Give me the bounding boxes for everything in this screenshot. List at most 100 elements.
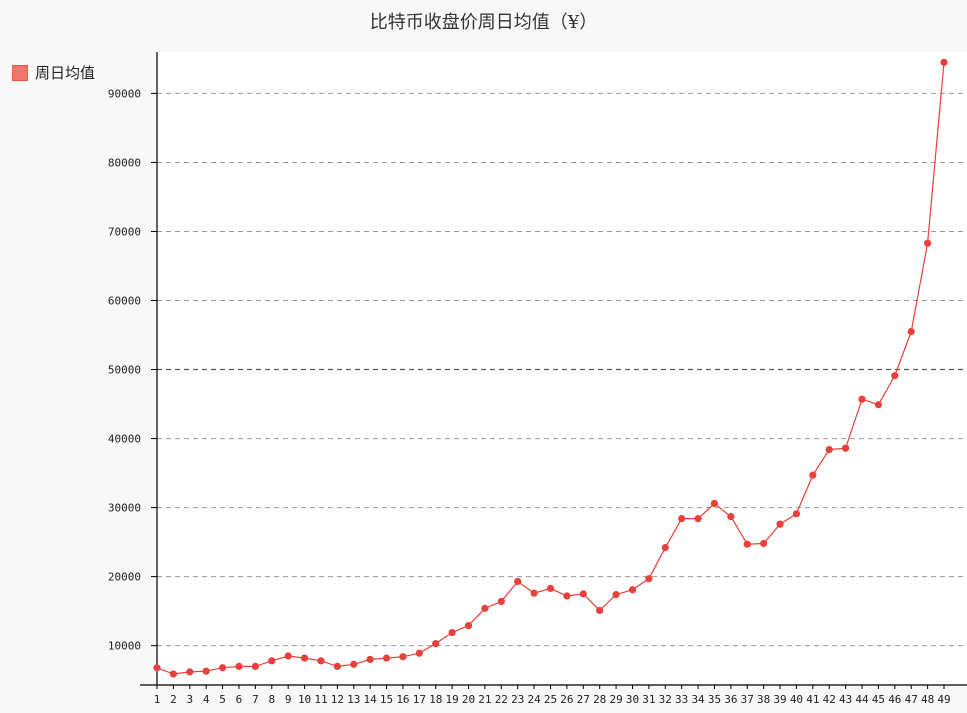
data-point[interactable] xyxy=(776,520,784,528)
data-point[interactable] xyxy=(350,660,358,668)
x-tick-label: 49 xyxy=(937,693,950,706)
data-point[interactable] xyxy=(382,654,391,662)
x-tick-label: 19 xyxy=(446,693,459,706)
data-point[interactable] xyxy=(448,628,456,637)
x-tick-label: 10 xyxy=(298,693,311,706)
data-point[interactable] xyxy=(268,657,276,665)
y-tick-label: 60000 xyxy=(108,295,141,308)
legend-label: 周日均值 xyxy=(35,64,96,82)
data-point[interactable] xyxy=(645,575,653,583)
x-tick-label: 28 xyxy=(593,693,606,706)
x-tick-label: 24 xyxy=(527,693,541,706)
x-tick-label: 17 xyxy=(413,693,426,706)
data-point[interactable] xyxy=(366,655,374,664)
data-point[interactable] xyxy=(169,670,177,678)
data-point[interactable] xyxy=(825,446,833,454)
data-point[interactable] xyxy=(661,544,669,552)
data-point[interactable] xyxy=(792,510,801,518)
x-tick-label: 40 xyxy=(790,693,803,706)
data-point[interactable] xyxy=(842,444,850,452)
x-tick-label: 15 xyxy=(380,693,393,706)
data-point[interactable] xyxy=(530,589,538,597)
data-point[interactable] xyxy=(546,584,555,592)
legend[interactable]: 周日均值 xyxy=(12,62,95,83)
x-tick-label: 34 xyxy=(691,693,705,706)
x-tick-label: 38 xyxy=(757,693,770,706)
x-tick-label: 30 xyxy=(626,693,639,706)
x-tick-label: 6 xyxy=(236,693,243,706)
x-tick-label: 4 xyxy=(203,693,210,706)
data-point[interactable] xyxy=(300,654,309,662)
y-tick-label: 80000 xyxy=(108,156,141,169)
data-point[interactable] xyxy=(858,395,866,403)
x-tick-label: 35 xyxy=(708,693,721,706)
data-point[interactable] xyxy=(678,515,686,523)
x-tick-label: 11 xyxy=(314,693,327,706)
data-point[interactable] xyxy=(235,662,243,670)
x-tick-label: 47 xyxy=(905,693,918,706)
x-tick-label: 36 xyxy=(724,693,737,706)
series-layer xyxy=(153,58,948,678)
data-point[interactable] xyxy=(432,639,440,648)
y-tick-label: 40000 xyxy=(108,433,141,446)
x-tick-label: 43 xyxy=(839,693,852,706)
x-tick-label: 12 xyxy=(331,693,344,706)
data-point[interactable] xyxy=(743,540,751,548)
data-point[interactable] xyxy=(317,657,325,665)
data-point[interactable] xyxy=(153,664,161,672)
plot-background xyxy=(157,52,967,685)
data-point[interactable] xyxy=(809,471,817,479)
data-point[interactable] xyxy=(481,604,489,612)
x-tick-label: 31 xyxy=(642,693,655,706)
data-point[interactable] xyxy=(628,586,637,594)
y-tick-label: 70000 xyxy=(108,225,141,238)
y-tick-label: 30000 xyxy=(108,502,141,515)
grid-lines xyxy=(157,92,967,647)
data-point[interactable] xyxy=(464,622,473,630)
data-point[interactable] xyxy=(727,512,735,521)
x-tick-label: 29 xyxy=(609,693,622,706)
data-point[interactable] xyxy=(186,668,194,676)
x-tick-label: 16 xyxy=(396,693,409,706)
x-tick-label: 7 xyxy=(252,693,259,706)
x-tick-label: 39 xyxy=(773,693,786,706)
x-tick-label: 2 xyxy=(170,693,177,706)
data-point[interactable] xyxy=(415,649,423,657)
x-tick-label: 20 xyxy=(462,693,475,706)
x-tick-label: 3 xyxy=(186,693,193,706)
y-tick-label: 10000 xyxy=(108,640,141,653)
x-tick-label: 14 xyxy=(364,693,378,706)
data-point[interactable] xyxy=(612,590,620,599)
x-tick-label: 25 xyxy=(544,693,557,706)
legend-swatch xyxy=(12,64,28,81)
data-point[interactable] xyxy=(333,662,341,670)
data-point[interactable] xyxy=(563,592,571,600)
data-point[interactable] xyxy=(907,327,915,336)
data-point[interactable] xyxy=(940,58,948,66)
x-tick-label: 48 xyxy=(921,693,934,706)
data-point[interactable] xyxy=(874,401,883,409)
data-point[interactable] xyxy=(284,652,292,660)
x-tick-label: 21 xyxy=(478,693,491,706)
data-point[interactable] xyxy=(251,662,259,670)
data-point[interactable] xyxy=(579,590,587,598)
data-point[interactable] xyxy=(399,653,407,661)
data-point[interactable] xyxy=(891,372,899,380)
data-point[interactable] xyxy=(924,239,932,247)
data-point[interactable] xyxy=(218,664,227,672)
data-point[interactable] xyxy=(694,515,702,523)
data-point[interactable] xyxy=(202,667,210,675)
x-tick-label: 41 xyxy=(806,693,819,706)
data-point[interactable] xyxy=(760,539,768,548)
data-point[interactable] xyxy=(710,499,719,508)
x-tick-label: 33 xyxy=(675,693,688,706)
y-tick-label: 20000 xyxy=(108,571,141,584)
data-point[interactable] xyxy=(497,597,505,606)
data-point[interactable] xyxy=(596,606,604,615)
x-tick-label: 23 xyxy=(511,693,524,706)
chart-title: 比特币收盘价周日均值（¥） xyxy=(369,12,598,33)
x-tick-label: 42 xyxy=(823,693,836,706)
y-tick-label: 90000 xyxy=(108,87,141,100)
data-point[interactable] xyxy=(514,577,522,586)
